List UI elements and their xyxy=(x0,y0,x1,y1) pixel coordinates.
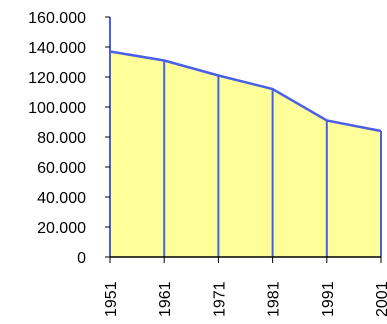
xtick-label: 1961 xyxy=(157,281,174,317)
series-line xyxy=(109,50,382,133)
xtick-label: 1971 xyxy=(211,281,228,317)
xtick-label: 1981 xyxy=(266,281,283,317)
ytick-label: 80.000 xyxy=(37,130,86,147)
plot-area xyxy=(109,50,382,257)
ytick-label: 60.000 xyxy=(37,160,86,177)
xtick-label: 2001 xyxy=(374,281,387,317)
y-axis: 0 20.000 40.000 60.000 80.000 100.000 120.000 1… xyxy=(28,10,111,267)
area-fill xyxy=(110,51,381,257)
xtick-label: 1991 xyxy=(320,281,337,317)
ytick-label: 0 xyxy=(77,250,86,267)
ytick-label: 40.000 xyxy=(37,190,86,207)
ytick-label: 160.000 xyxy=(28,10,86,27)
ytick-label: 20.000 xyxy=(37,220,86,237)
ytick-label: 140.000 xyxy=(28,40,86,57)
x-axis: 1951 1961 1971 1981 1991 2001 xyxy=(103,256,387,317)
ytick-label: 120.000 xyxy=(28,70,86,87)
xtick-label: 1951 xyxy=(103,281,120,317)
ytick-label: 100.000 xyxy=(28,100,86,117)
